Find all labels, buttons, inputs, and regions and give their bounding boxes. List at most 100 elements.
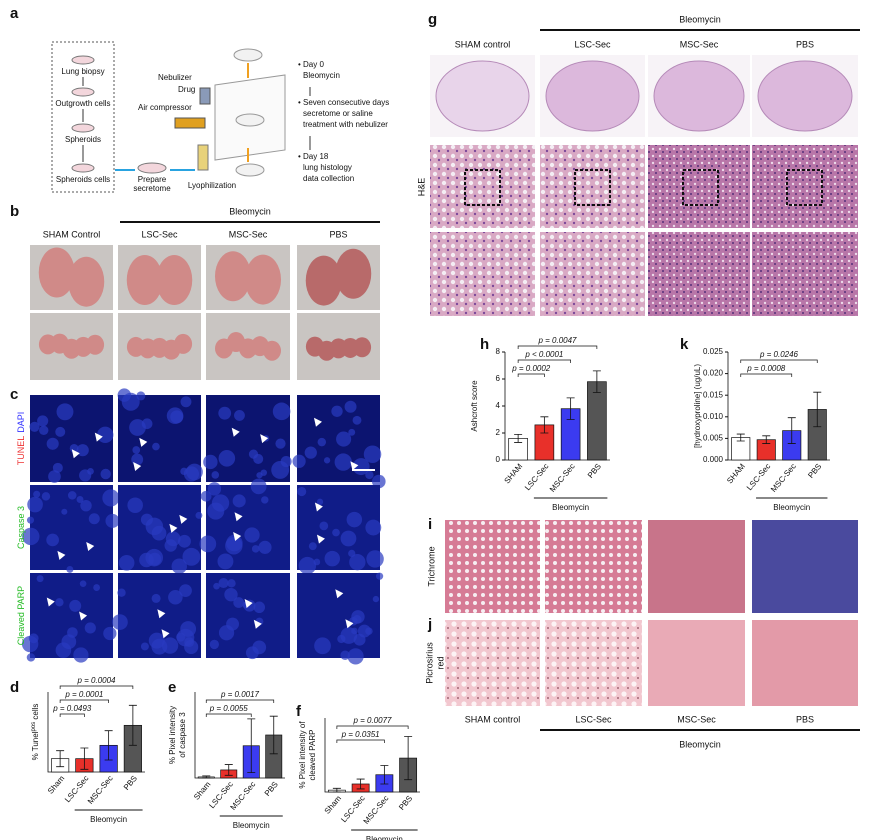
panel-letter: d [10, 679, 19, 696]
cell-blob [29, 421, 40, 432]
p-value: p = 0.0047 [537, 336, 577, 345]
cell-blob [66, 566, 74, 573]
zoom-box [464, 169, 501, 206]
cell-blob [348, 428, 356, 436]
y-axis-label: [hydroxyproline] (ug/uL) [693, 364, 702, 448]
error-bar [762, 435, 771, 444]
cell-blob [351, 627, 358, 635]
cell-blob [80, 499, 92, 512]
x-tick-label: PBS [122, 774, 139, 792]
zoom-box [786, 169, 823, 206]
group-label: Bleomycin [679, 739, 721, 749]
x-tick-label: MSC-Sec [86, 774, 115, 806]
arrowhead [79, 611, 88, 621]
y-axis-label-part: Ashcroft score [470, 380, 479, 432]
x-tick-label: MSC-Sec [362, 794, 391, 826]
arrowhead [46, 597, 55, 607]
column-header: SHAM Control [43, 229, 101, 239]
arrowhead [169, 523, 178, 533]
row-label: Trichrome [426, 546, 436, 586]
histology-image [648, 620, 745, 706]
histology-image [540, 232, 645, 316]
y-tick-label: 6 [496, 374, 501, 383]
cell-blob [213, 582, 220, 590]
y-axis-label-part: [hydroxyproline] (ug/uL) [693, 364, 702, 448]
cell-blob [69, 444, 79, 453]
cell-blob [258, 540, 272, 554]
y-tick-label: 8 [496, 347, 501, 356]
dish-icon [137, 162, 167, 174]
cell-blob [272, 402, 291, 421]
cell-blob [225, 537, 243, 555]
histology-image [445, 620, 540, 706]
cell-blob [140, 642, 149, 651]
zoom-box [682, 169, 719, 206]
cell-blob [168, 589, 183, 605]
cell-blob [97, 426, 114, 444]
dish-icon [71, 123, 95, 133]
y-axis-label-part: cleaved PARP [308, 730, 317, 781]
histology-image [540, 145, 645, 228]
timeline-text: Bleomycin [303, 71, 340, 80]
x-tick-label: LSC-Sec [523, 462, 550, 492]
cell-blob [253, 453, 264, 464]
row-label: Cleaved PARP [16, 586, 26, 645]
histology-image [430, 232, 535, 316]
cell-blob [26, 653, 36, 662]
panel-letter: h [480, 336, 489, 353]
group-label: Bleomycin [366, 835, 403, 840]
cell-blob [349, 554, 366, 571]
column-header: PBS [329, 229, 347, 239]
cell-blob [357, 624, 371, 638]
dish-icon [71, 55, 95, 65]
timeline-text: treatment with nebulizer [303, 120, 388, 129]
column-header: LSC-Sec [575, 714, 612, 724]
panel-letter: i [428, 516, 432, 533]
device-label: Nebulizer [158, 73, 192, 82]
lung-section [653, 60, 745, 132]
y-axis-label-part: of caspase 3 [178, 712, 187, 758]
cell-blob [55, 426, 66, 437]
cell-blob [56, 403, 74, 421]
arrowhead [231, 427, 240, 437]
histology-image [648, 520, 745, 613]
arrowhead [335, 589, 344, 599]
significance-bracket [517, 345, 598, 349]
column-header: LSC-Sec [141, 229, 178, 239]
cell-blob [233, 597, 245, 608]
cell-blob [211, 471, 220, 479]
histology-image [752, 620, 858, 706]
error-bar [224, 764, 233, 776]
histology-image [648, 145, 750, 228]
cell-blob [375, 572, 384, 580]
fluorescence-image [297, 573, 380, 658]
cell-blob [275, 438, 286, 449]
cell-blob [27, 496, 43, 513]
x-tick-label: PBS [806, 462, 823, 480]
cell-blob [224, 587, 238, 602]
group-label: Bleomycin [679, 14, 721, 24]
cell-blob [244, 527, 260, 543]
step-label: Outgrowth cells [55, 99, 110, 108]
panel-letter: c [10, 386, 18, 403]
cell-blob [164, 539, 177, 552]
vial-icon [197, 144, 209, 171]
cell-blob [28, 633, 39, 644]
cell-blob [93, 584, 101, 591]
significance-bracket [59, 713, 85, 717]
cell-blob [105, 513, 120, 528]
arrowhead [161, 629, 170, 639]
bar [587, 381, 607, 461]
cell-blob [55, 642, 72, 658]
lung-lobe [38, 247, 75, 298]
cell-blob [209, 639, 220, 650]
row-label-part: DAPI [16, 412, 26, 433]
fluorescence-image [206, 573, 290, 658]
step-label: Lung biopsy [61, 67, 104, 76]
group-label: Bleomycin [773, 503, 810, 512]
p-value: p = 0.0001 [64, 690, 103, 699]
cell-blob [334, 453, 352, 471]
cell-blob [88, 513, 100, 525]
lung-lobe [86, 334, 105, 355]
cell-blob [211, 494, 230, 512]
